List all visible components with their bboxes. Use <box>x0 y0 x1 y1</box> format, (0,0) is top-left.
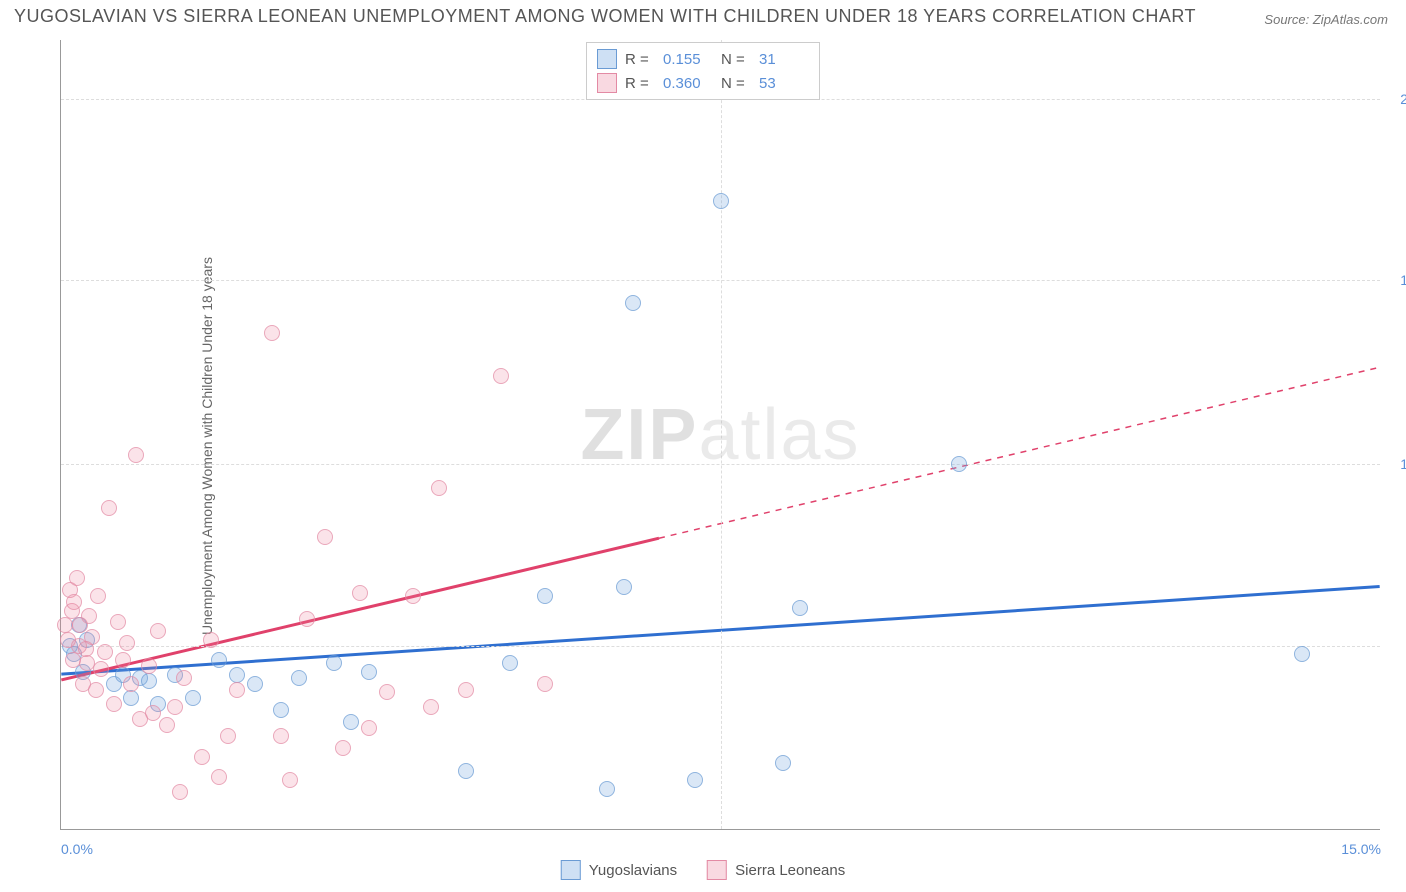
x-tick-label: 0.0% <box>61 841 93 857</box>
legend-stat-row: R = 0.360 N = 53 <box>597 71 809 95</box>
data-point-s1 <box>792 600 808 616</box>
gridline-v <box>721 40 722 829</box>
legend-series-item: Yugoslavians <box>561 860 677 880</box>
data-point-s1 <box>273 702 289 718</box>
data-point-s2 <box>458 682 474 698</box>
legend-series-name: Yugoslavians <box>589 862 677 879</box>
data-point-s2 <box>66 594 82 610</box>
data-point-s1 <box>1294 646 1310 662</box>
data-point-s2 <box>431 480 447 496</box>
data-point-s1 <box>713 193 729 209</box>
data-point-s2 <box>299 611 315 627</box>
data-point-s2 <box>405 588 421 604</box>
data-point-s1 <box>185 690 201 706</box>
data-point-s1 <box>211 652 227 668</box>
legend-swatch <box>561 860 581 880</box>
legend-R-value: 0.360 <box>663 75 713 92</box>
data-point-s1 <box>326 655 342 671</box>
data-point-s1 <box>775 755 791 771</box>
data-point-s1 <box>229 667 245 683</box>
legend-series-item: Sierra Leoneans <box>707 860 845 880</box>
data-point-s2 <box>167 699 183 715</box>
data-point-s2 <box>379 684 395 700</box>
data-point-s2 <box>282 772 298 788</box>
y-tick-label: 6.3% <box>1385 638 1406 654</box>
data-point-s2 <box>335 740 351 756</box>
source-label: Source: <box>1264 12 1309 27</box>
data-point-s2 <box>141 658 157 674</box>
data-point-s2 <box>57 617 73 633</box>
legend-series-name: Sierra Leoneans <box>735 862 845 879</box>
legend-N-label: N = <box>721 51 751 68</box>
data-point-s1 <box>502 655 518 671</box>
data-point-s2 <box>273 728 289 744</box>
source-name: ZipAtlas.com <box>1313 12 1388 27</box>
data-point-s2 <box>123 676 139 692</box>
data-point-s1 <box>123 690 139 706</box>
data-point-s1 <box>537 588 553 604</box>
legend-R-value: 0.155 <box>663 51 713 68</box>
data-point-s2 <box>150 623 166 639</box>
data-point-s2 <box>101 500 117 516</box>
data-point-s2 <box>128 447 144 463</box>
legend-R-label: R = <box>625 51 655 68</box>
y-tick-label: 12.5% <box>1385 456 1406 472</box>
data-point-s2 <box>172 784 188 800</box>
data-point-s2 <box>423 699 439 715</box>
data-point-s1 <box>141 673 157 689</box>
data-point-s2 <box>264 325 280 341</box>
data-point-s2 <box>194 749 210 765</box>
legend-stat-row: R = 0.155 N = 31 <box>597 47 809 71</box>
data-point-s2 <box>361 720 377 736</box>
data-point-s2 <box>176 670 192 686</box>
data-point-s2 <box>115 652 131 668</box>
data-point-s1 <box>625 295 641 311</box>
data-point-s1 <box>616 579 632 595</box>
data-point-s2 <box>110 614 126 630</box>
data-point-s2 <box>537 676 553 692</box>
legend-N-value: 31 <box>759 51 809 68</box>
data-point-s2 <box>159 717 175 733</box>
data-point-s1 <box>951 456 967 472</box>
legend-N-label: N = <box>721 75 751 92</box>
data-point-s1 <box>247 676 263 692</box>
data-point-s2 <box>88 682 104 698</box>
x-tick-label: 15.0% <box>1341 841 1381 857</box>
y-tick-label: 25.0% <box>1385 91 1406 107</box>
data-point-s2 <box>97 644 113 660</box>
data-point-s2 <box>229 682 245 698</box>
legend-R-label: R = <box>625 75 655 92</box>
data-point-s2 <box>93 661 109 677</box>
data-point-s1 <box>343 714 359 730</box>
data-point-s2 <box>317 529 333 545</box>
legend-swatch <box>597 73 617 93</box>
data-point-s2 <box>106 696 122 712</box>
y-tick-label: 18.8% <box>1385 272 1406 288</box>
legend-correlation-box: R = 0.155 N = 31 R = 0.360 N = 53 <box>586 42 820 100</box>
data-point-s1 <box>687 772 703 788</box>
data-point-s2 <box>203 632 219 648</box>
data-point-s2 <box>145 705 161 721</box>
data-point-s2 <box>352 585 368 601</box>
legend-series: Yugoslavians Sierra Leoneans <box>561 860 845 880</box>
data-point-s2 <box>90 588 106 604</box>
data-point-s2 <box>119 635 135 651</box>
data-point-s2 <box>220 728 236 744</box>
data-point-s1 <box>599 781 615 797</box>
data-point-s1 <box>291 670 307 686</box>
data-point-s2 <box>493 368 509 384</box>
trend-line-extrapolated-s2 <box>659 367 1380 538</box>
data-point-s2 <box>81 608 97 624</box>
legend-N-value: 53 <box>759 75 809 92</box>
data-point-s2 <box>211 769 227 785</box>
plot-area: ZIPatlas 6.3%12.5%18.8%25.0%0.0%15.0% <box>60 40 1380 830</box>
data-point-s1 <box>458 763 474 779</box>
data-point-s2 <box>84 629 100 645</box>
data-point-s2 <box>69 570 85 586</box>
legend-swatch <box>707 860 727 880</box>
chart-title: YUGOSLAVIAN VS SIERRA LEONEAN UNEMPLOYME… <box>14 6 1196 27</box>
data-point-s1 <box>361 664 377 680</box>
source-attribution: Source: ZipAtlas.com <box>1264 12 1388 27</box>
legend-swatch <box>597 49 617 69</box>
